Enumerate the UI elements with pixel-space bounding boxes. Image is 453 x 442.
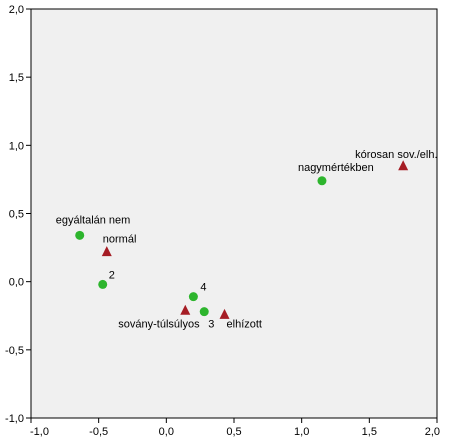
x-tick-label: 1,0 [294,426,309,438]
x-tick-label: 0,0 [159,426,174,438]
x-tick-label: -1,0 [30,426,49,438]
data-point-circle [199,307,209,317]
y-tick-label: 2,0 [9,4,24,16]
point-label: 4 [200,282,206,294]
point-label: normál [103,234,137,246]
data-points [75,160,409,319]
y-tick-label: -0,5 [5,345,24,357]
y-tick-label: 0,0 [9,277,24,289]
point-label: kórosan sov./elh. [355,149,437,161]
data-point-triangle [398,160,409,171]
plot-background [30,8,438,419]
x-tick-label: -0,5 [89,426,108,438]
data-point-triangle [219,308,230,319]
point-label: sovány-túlsúlyos [118,318,200,330]
data-point-triangle [101,246,112,257]
data-point-triangle [180,304,191,315]
x-tick-label: 1,5 [362,426,377,438]
y-axis: -1,0 -0,5 0,0 0,5 1,0 1,5 2,0 [5,4,31,425]
y-tick-label: 0,5 [9,209,24,221]
point-label: egyáltalán nem [56,214,131,226]
x-tick-label: 0,5 [226,426,241,438]
point-label: 3 [208,319,214,331]
plot-area [30,8,438,419]
x-axis: -1,0 -0,5 0,0 0,5 1,0 1,5 2,0 [30,418,440,438]
point-label: nagymértékben [298,162,374,174]
x-tick-label: 2,0 [425,426,440,438]
y-tick-label: -1,0 [5,413,24,425]
data-point-circle [98,279,108,289]
y-tick-label: 1,5 [9,72,24,84]
point-label: 2 [109,269,115,281]
point-labels: egyáltalán nem 2 4 3 nagymértékben normál sová… [56,149,438,331]
point-label: elhízott [227,318,262,330]
data-point-circle [75,230,85,240]
data-point-circle [188,292,198,302]
y-tick-label: 1,0 [9,140,24,152]
data-point-circle [317,176,327,186]
